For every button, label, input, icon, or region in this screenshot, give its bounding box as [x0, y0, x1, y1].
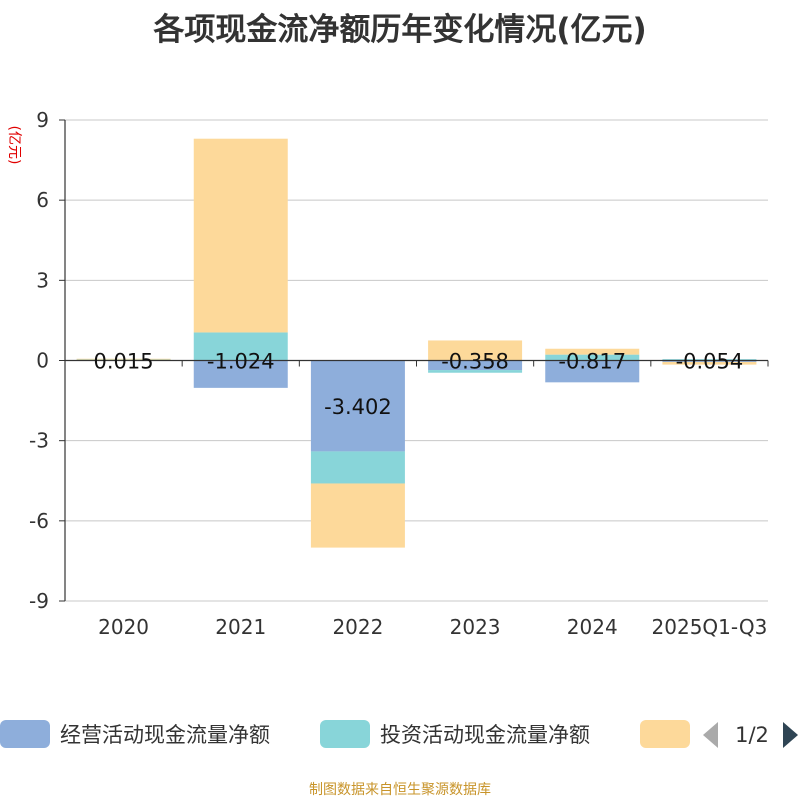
y-tick-label: -3 [29, 429, 49, 453]
data-label: -1.024 [207, 350, 275, 374]
y-axis-label: (亿元) [6, 126, 22, 165]
bar-series3-2023 [428, 340, 523, 361]
x-tick-label: 2023 [450, 615, 501, 639]
bar-series3-2020 [76, 358, 171, 360]
x-tick-label: 2022 [332, 615, 383, 639]
x-tick-label: 2020 [98, 615, 149, 639]
y-tick-label: -9 [29, 589, 49, 613]
bar-series1-2021 [193, 360, 288, 388]
bar-series1-2022 [310, 360, 405, 452]
y-tick-label: 6 [36, 188, 49, 212]
bar-series2-2025Q1-Q3 [662, 359, 757, 361]
bar-series1-2024 [545, 360, 640, 383]
legend-swatch [320, 720, 370, 748]
y-tick-label: 9 [36, 108, 49, 132]
data-label: -0.358 [441, 350, 509, 374]
data-label: -3.402 [324, 395, 392, 419]
bar-series3-2021 [193, 138, 288, 333]
data-label: 0.015 [94, 350, 154, 374]
legend-swatch [0, 720, 50, 748]
bar-series1-2025Q1-Q3 [662, 360, 757, 362]
bar-series1-2023 [428, 360, 523, 371]
y-tick-label: 3 [36, 268, 49, 292]
bar-series3-2022 [310, 483, 405, 548]
legend-label: 投资活动现金流量净额 [380, 723, 590, 747]
legend-prev-icon [703, 722, 718, 748]
legend-swatch [640, 720, 690, 748]
legend-next-icon [783, 722, 798, 748]
y-tick-label: -6 [29, 509, 49, 533]
bar-series2-2023 [428, 370, 523, 373]
legend-label: 经营活动现金流量净额 [60, 723, 270, 747]
bar-series2-2024 [545, 354, 640, 361]
data-label: -0.817 [558, 350, 626, 374]
data-label: -0.054 [676, 350, 744, 374]
y-tick-label: 0 [36, 349, 49, 373]
chart-title: 各项现金流净额历年变化情况(亿元) [153, 12, 647, 48]
bar-series2-2022 [310, 451, 405, 484]
bar-series3-2025Q1-Q3 [662, 361, 757, 365]
legend-page-indicator: 1/2 [735, 723, 769, 747]
bar-series2-2020 [76, 359, 171, 361]
bar-series3-2024 [545, 348, 640, 355]
bar-series2-2021 [193, 332, 288, 361]
x-tick-label: 2024 [567, 615, 618, 639]
x-tick-label: 2021 [215, 615, 266, 639]
x-tick-label: 2025Q1-Q3 [652, 615, 768, 639]
source-footer: 制图数据来自恒生聚源数据库 [309, 782, 491, 798]
